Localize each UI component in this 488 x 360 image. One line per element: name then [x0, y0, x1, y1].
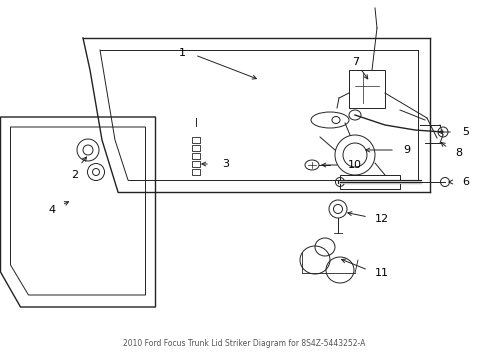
Text: 5: 5 — [461, 127, 468, 137]
Bar — [348, 70, 384, 108]
Text: 1: 1 — [178, 48, 185, 58]
Bar — [192, 137, 200, 143]
Text: 11: 11 — [374, 268, 388, 278]
Text: 9: 9 — [402, 145, 409, 155]
Text: 8: 8 — [454, 148, 461, 158]
Text: 10: 10 — [347, 160, 361, 170]
Bar — [192, 161, 200, 167]
Text: 7: 7 — [352, 57, 359, 67]
Bar — [339, 175, 399, 189]
Text: 6: 6 — [461, 177, 468, 187]
Bar — [192, 145, 200, 151]
Bar — [192, 153, 200, 159]
Text: 12: 12 — [374, 214, 388, 224]
Text: 3: 3 — [222, 159, 228, 169]
Text: 2010 Ford Focus Trunk Lid Striker Diagram for 8S4Z-5443252-A: 2010 Ford Focus Trunk Lid Striker Diagra… — [122, 339, 365, 348]
Bar — [192, 169, 200, 175]
Text: 2: 2 — [71, 170, 79, 180]
Text: 4: 4 — [48, 205, 56, 215]
